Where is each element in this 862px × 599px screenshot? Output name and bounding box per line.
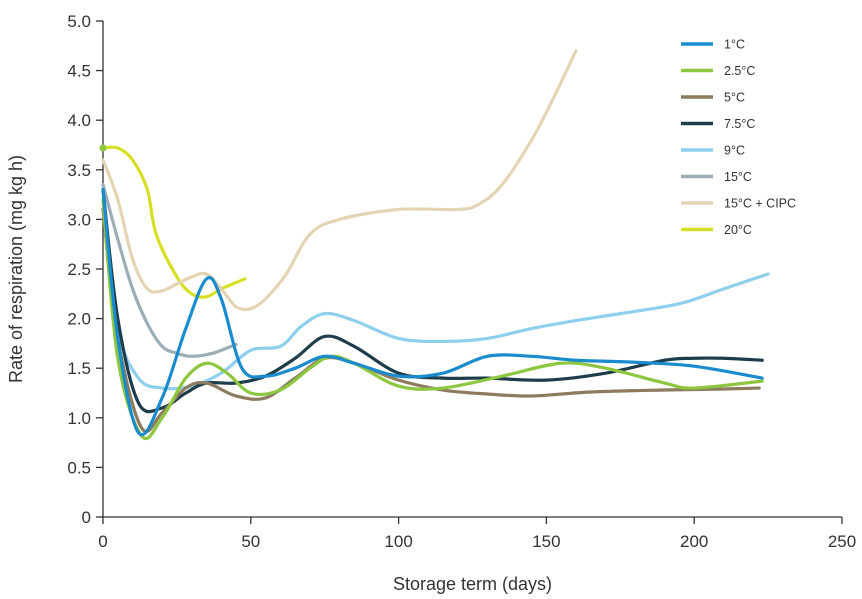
y-axis-title: Rate of respiration (mg kg h) — [6, 155, 26, 383]
legend-label: 2.5°C — [724, 64, 755, 78]
x-axis-title: Storage term (days) — [393, 574, 552, 594]
data-point-marker — [99, 144, 107, 152]
legend-label: 1°C — [724, 38, 745, 52]
x-tick-label: 0 — [98, 532, 107, 551]
legend-label: 9°C — [724, 144, 745, 158]
x-tick-label: 50 — [241, 532, 260, 551]
y-tick-label: 2.5 — [67, 260, 91, 279]
x-tick-label: 250 — [828, 532, 856, 551]
x-tick-label: 150 — [532, 532, 560, 551]
series-layer — [99, 49, 770, 440]
y-tick-label: 3.0 — [67, 210, 91, 229]
x-tick-label: 200 — [680, 532, 708, 551]
x-tick-label: 100 — [384, 532, 412, 551]
legend-label: 15°C — [724, 170, 752, 184]
y-tick-label: 1.5 — [67, 359, 91, 378]
y-tick-label: 5.0 — [67, 12, 91, 31]
series-line-2-5c — [101, 197, 764, 440]
series-line-5c — [101, 207, 761, 434]
y-tick-label: 2.0 — [67, 310, 91, 329]
legend: 1°C 2.5°C 5°C 7.5°C 9°C 15°C 15°C + CIPC 20°C — [681, 38, 796, 237]
legend-label: 15°C + CIPC — [724, 197, 796, 211]
y-axis: 0 0.5 1.0 1.5 2.0 2.5 3.0 3.5 4.0 4.5 5.0 — [67, 12, 104, 527]
series-line-9c — [101, 197, 770, 391]
series-line-7-5c — [101, 188, 764, 414]
y-tick-label: 1.0 — [67, 409, 91, 428]
legend-label: 20°C — [724, 223, 752, 237]
y-tick-label: 0.5 — [67, 458, 91, 477]
legend-label: 7.5°C — [724, 117, 755, 131]
y-tick-label: 3.5 — [67, 161, 91, 180]
y-tick-label: 4.5 — [67, 62, 91, 81]
series-line-1c — [101, 188, 764, 437]
x-axis: 0 50 100 150 200 250 — [98, 516, 856, 551]
series-line-15c-cipc — [101, 49, 578, 312]
y-tick-label: 4.0 — [67, 111, 91, 130]
y-tick-label: 0 — [82, 508, 91, 527]
series-line-20c — [101, 145, 247, 299]
series-line-15c — [101, 183, 238, 358]
legend-label: 5°C — [724, 91, 745, 105]
